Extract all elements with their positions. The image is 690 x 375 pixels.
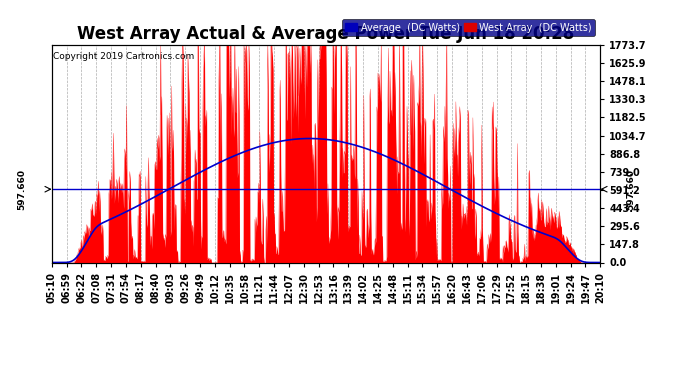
Text: Copyright 2019 Cartronics.com: Copyright 2019 Cartronics.com (53, 51, 194, 60)
Text: 597.660: 597.660 (17, 169, 26, 210)
Title: West Array Actual & Average Power Tue Jun 18 20:28: West Array Actual & Average Power Tue Ju… (77, 26, 575, 44)
Legend: Average  (DC Watts), West Array  (DC Watts): Average (DC Watts), West Array (DC Watts… (342, 20, 595, 36)
Text: 597.660: 597.660 (626, 169, 635, 210)
